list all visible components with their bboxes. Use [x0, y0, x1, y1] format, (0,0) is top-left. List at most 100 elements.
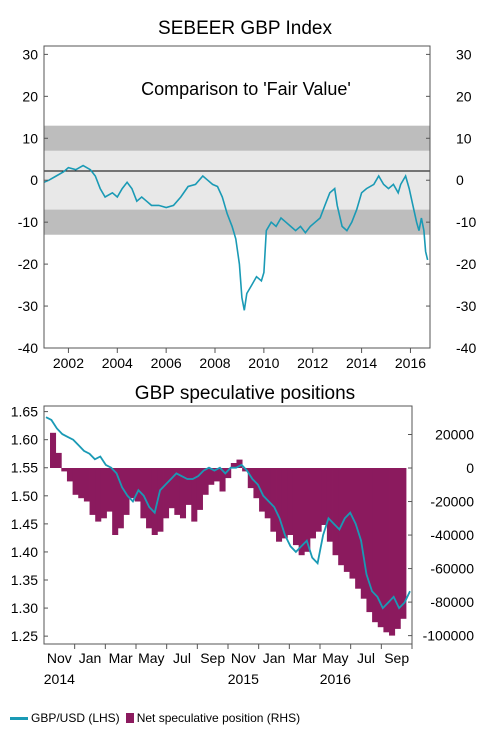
chart1-band-1 [44, 150, 430, 210]
chart2-title: GBP speculative positions [134, 383, 356, 404]
chart2-svg: 1.65 1.60 1.55 1.50 1.45 1.40 1.35 1.30 1.25 2000… [11, 404, 474, 687]
chart2-ytick-label-left: 1.65 [11, 404, 38, 420]
chart1-sebeer-line [43, 164, 429, 311]
chart2-bar [95, 468, 102, 522]
legend-label-gbpusd: GBP/USD (LHS) [31, 711, 120, 725]
chart2-bar [72, 468, 79, 495]
chart2-bar [106, 468, 113, 512]
chart2-bar [326, 468, 333, 542]
chart2-bar [123, 468, 130, 515]
chart2-bar [276, 468, 283, 542]
chart2-xtick-label: Jan [263, 650, 286, 666]
chart1-xtick-label: 2012 [297, 355, 328, 370]
chart2-bar [83, 468, 90, 502]
chart1-bands [44, 125, 430, 235]
chart2-bar [309, 468, 316, 539]
chart2-bar [338, 468, 345, 566]
chart1-xtick-label: 2006 [151, 355, 182, 370]
legend-swatch-net-position [125, 713, 134, 723]
chart2-bar [168, 468, 175, 509]
chart1-ytick-label-left: 30 [22, 46, 38, 62]
chart2-bar [304, 468, 311, 552]
chart2-bar [140, 468, 147, 519]
chart2-bar [185, 468, 192, 505]
chart2-bars [50, 432, 407, 636]
chart1-band-2 [44, 209, 430, 235]
chart2-bar [50, 432, 57, 468]
chart2-ytick-label-left: 1.55 [11, 460, 38, 476]
chart2-bar [281, 468, 288, 539]
chart2-bar [78, 468, 85, 499]
chart2-year-label: 2016 [320, 671, 351, 687]
chart1-ytick-label-left: -10 [18, 214, 38, 230]
chart2-axes: 1.65 1.60 1.55 1.50 1.45 1.40 1.35 1.30 1.25 2000… [11, 404, 474, 687]
chart2-xtick-label: Mar [293, 650, 317, 666]
chart2-ytick-label-left: 1.45 [11, 516, 38, 532]
chart2-bar [66, 468, 73, 482]
chart2-bar [179, 468, 187, 519]
chart2-bar [225, 468, 232, 479]
chart1-ytick-label-left: -40 [18, 340, 38, 356]
chart2-bar [383, 468, 390, 633]
chart2-ytick-label-left: 1.30 [11, 600, 38, 616]
chart2-bar [292, 468, 300, 546]
chart2-bar [321, 468, 328, 525]
chart2-xtick-label: Mar [109, 650, 133, 666]
chart1-ytick-label-left: 0 [30, 172, 38, 188]
chart1-xtick-label: 2002 [53, 355, 84, 370]
chart2-bar [61, 468, 68, 472]
chart1-xtick-label: 2008 [199, 355, 230, 370]
chart2-bar [208, 468, 215, 485]
chart1-title: SEBEER GBP Index [158, 18, 332, 39]
chart1-ytick-label-right: -40 [456, 340, 476, 356]
chart2-xtick-label: Jul [173, 650, 191, 666]
chart2-bar [366, 468, 373, 613]
chart2-bar [202, 468, 209, 495]
chart2-ytick-label-right: 0 [466, 460, 474, 476]
chart2-year-label: 2014 [44, 671, 75, 687]
chart1-ytick-label-left: -30 [18, 298, 38, 314]
chart1-xtick-label: 2016 [395, 355, 426, 370]
chart2-bar [157, 468, 164, 532]
chart2-ytick-label-right: -40000 [430, 527, 474, 543]
chart1-ytick-label-right: 10 [456, 130, 472, 146]
chart2-xtick-label: Jan [79, 650, 102, 666]
chart2-bar [377, 468, 384, 628]
chart2-bar [298, 468, 305, 556]
chart2-bar [191, 468, 198, 522]
legend-swatch-gbpusd [10, 716, 28, 720]
chart2-ytick-label-right: -80000 [430, 594, 474, 610]
chart2-xtick-label: Sep [384, 650, 409, 666]
chart2-xtick-label: Jul [357, 650, 375, 666]
chart1-ytick-label-left: 10 [22, 130, 38, 146]
chart2-bar [163, 468, 170, 519]
chart2-bar [360, 468, 367, 599]
chart2-bar [146, 468, 153, 529]
chart1-annotation: Comparison to 'Fair Value' [141, 79, 351, 99]
chart2-bar [129, 468, 136, 499]
chart1-ytick-label-left: -20 [18, 256, 38, 272]
legend-item-net-position: Net speculative position (RHS) [125, 711, 300, 725]
chart2-bar [213, 468, 220, 482]
chart1-ytick-label-right: 0 [456, 172, 464, 188]
chart2-ytick-label-right: -100000 [423, 628, 475, 644]
chart2-bar [259, 468, 266, 512]
chart2-bar [315, 468, 322, 532]
chart2-bar [219, 468, 226, 492]
chart1-ytick-label-left: 20 [22, 88, 38, 104]
chart2-bar [89, 468, 96, 515]
chart2-xtick-label: Sep [200, 650, 225, 666]
chart2-legend: GBP/USD (LHS) Net speculative position (… [10, 711, 306, 725]
chart2-ytick-label-left: 1.25 [11, 628, 38, 644]
chart1-plot-frame [43, 45, 431, 349]
chart2-bar [117, 468, 124, 529]
chart1-xtick-label: 2004 [102, 355, 133, 370]
chart1-band-0 [44, 125, 430, 151]
chart2-year-label: 2015 [228, 671, 259, 687]
chart1-xtick-label: 2014 [346, 355, 377, 370]
chart2-ytick-label-left: 1.60 [11, 432, 38, 448]
chart2-bar [372, 468, 379, 623]
chart2-bar [236, 459, 243, 468]
